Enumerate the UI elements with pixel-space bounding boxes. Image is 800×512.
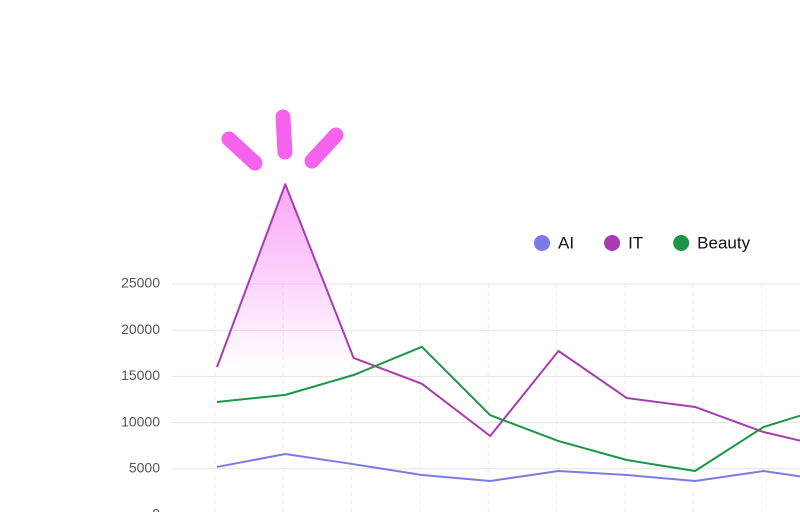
y-tick-label: 10000 [121, 413, 160, 429]
series-line [216, 345, 800, 473]
sparkle-ray [275, 109, 293, 160]
legend-marker [534, 235, 550, 251]
legend-label: AI [558, 233, 574, 252]
y-tick-label: 15000 [121, 367, 160, 383]
series-line [216, 183, 800, 442]
sparkle [221, 109, 344, 171]
legend-label: Beauty [697, 233, 750, 252]
legend-marker [673, 235, 690, 251]
y-tick-label: 20000 [121, 321, 160, 337]
peak-highlight [217, 184, 354, 368]
series-line [216, 453, 800, 482]
y-tick-label: 0 [152, 506, 160, 512]
legend-marker [604, 235, 621, 251]
sparkle-ray [304, 127, 344, 169]
y-tick-label: 25000 [121, 275, 160, 291]
legend-label: IT [628, 233, 643, 252]
sparkle-ray [221, 131, 263, 171]
y-tick-label: 5000 [129, 460, 160, 476]
